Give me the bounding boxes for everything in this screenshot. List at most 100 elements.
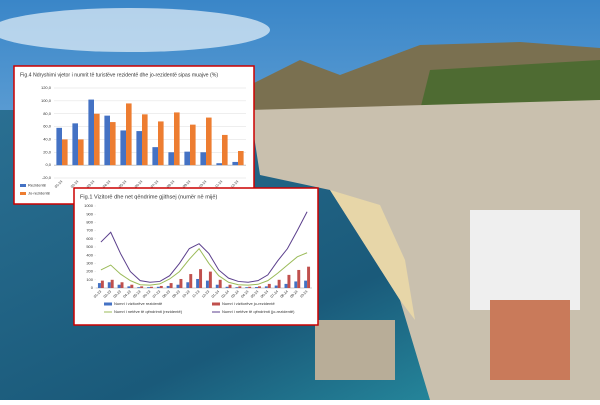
chart-title: Fig.1 Vizitorë dhe net qëndrime gjithsej…	[80, 194, 217, 200]
y-tick-label: 200	[86, 269, 93, 274]
bar	[94, 113, 100, 166]
bar	[274, 285, 278, 288]
x-tick-label: 09-24	[289, 290, 298, 299]
bar	[228, 284, 232, 288]
building	[470, 210, 580, 310]
y-tick-label: 400	[86, 252, 93, 257]
legend-swatch	[212, 302, 220, 306]
x-tick-label: 01-24	[54, 180, 63, 189]
bar	[159, 285, 163, 288]
bar	[152, 147, 158, 166]
bar	[120, 130, 126, 166]
bar	[186, 282, 190, 288]
bar	[258, 286, 261, 288]
bar	[216, 163, 222, 166]
bar	[304, 280, 308, 288]
bar	[168, 152, 174, 166]
y-tick-label: 700	[86, 228, 93, 233]
x-tick-label: 02-24	[70, 180, 79, 189]
x-tick-label: 11-24	[214, 180, 223, 189]
bar	[264, 286, 268, 288]
bar	[238, 286, 242, 288]
bar	[174, 112, 180, 166]
y-tick-label: 600	[86, 236, 93, 241]
x-tick-label: 02-24	[221, 290, 230, 299]
bar	[190, 124, 196, 166]
y-tick-label: 80,0	[43, 111, 52, 116]
bar	[72, 123, 78, 166]
bar	[294, 281, 298, 288]
bar	[150, 286, 153, 288]
x-tick-label: 07-24	[270, 290, 279, 299]
bar	[255, 287, 258, 288]
building	[490, 300, 570, 380]
y-tick-label: 40,0	[43, 136, 52, 141]
bar	[156, 286, 160, 288]
x-tick-label: 01-23	[93, 290, 102, 299]
line	[100, 211, 308, 283]
x-tick-label: 04-24	[102, 180, 111, 189]
x-tick-label: 09-24	[182, 180, 191, 189]
bar	[117, 284, 121, 288]
x-tick-label: 03-23	[113, 290, 122, 299]
x-tick-label: 06-24	[260, 290, 269, 299]
bar	[56, 127, 62, 166]
legend-swatch	[20, 184, 26, 187]
legend-label: Numri i vizitorëve jo-rezidentë	[222, 301, 275, 306]
x-tick-label: 05-24	[118, 180, 127, 189]
bar	[147, 287, 150, 288]
bar	[136, 131, 142, 166]
bar	[107, 282, 111, 288]
bar	[179, 278, 183, 288]
bar	[297, 269, 301, 288]
x-tick-label: 07-24	[150, 180, 159, 189]
legend-label: Jo-rezidentë	[28, 191, 51, 196]
bar	[62, 139, 68, 166]
chart-panel: Fig.1 Vizitorë dhe net qëndrime gjithsej…	[73, 187, 319, 326]
y-tick-label: 120,0	[41, 85, 52, 90]
bar	[245, 287, 249, 288]
x-tick-label: 05-23	[132, 290, 141, 299]
bar	[222, 134, 228, 166]
bar	[205, 280, 209, 288]
y-tick-label: 0	[91, 285, 94, 290]
x-tick-label: 03-24	[86, 180, 95, 189]
bar	[137, 287, 141, 288]
legend-swatch	[104, 302, 112, 306]
y-tick-label: 800	[86, 219, 93, 224]
bar	[142, 114, 148, 166]
x-tick-label: 04-24	[240, 290, 249, 299]
chart-title: Fig.4 Ndryshimi vjetor i numrit të turis…	[20, 72, 218, 78]
x-tick-label: 06-24	[134, 180, 143, 189]
x-tick-label: 10-24	[299, 290, 308, 299]
x-tick-label: 07-23	[152, 290, 161, 299]
bar	[238, 151, 244, 166]
bar	[120, 282, 124, 288]
bar	[184, 151, 190, 166]
bar	[196, 278, 200, 288]
chart-panel: Fig.4 Ndryshimi vjetor i numrit të turis…	[13, 65, 255, 205]
x-tick-label: 10-23	[181, 290, 190, 299]
x-tick-label: 04-23	[122, 290, 131, 299]
bar	[284, 283, 288, 288]
bar	[140, 286, 144, 288]
x-tick-label: 12-24	[230, 180, 239, 189]
bar	[248, 286, 252, 288]
legend-label: Rezidentë	[28, 183, 47, 188]
bar	[215, 284, 219, 288]
x-tick-label: 09-23	[171, 290, 180, 299]
y-tick-label: 20,0	[43, 149, 52, 154]
y-tick-label: 0,0	[45, 162, 51, 167]
bar	[97, 283, 101, 288]
bar	[169, 283, 173, 288]
x-tick-label: 08-24	[279, 290, 288, 299]
bar	[277, 279, 281, 288]
legend-label: Numri i netëve të qëndrimit (jo-rezident…	[222, 309, 295, 314]
legend-swatch	[20, 192, 26, 195]
bar	[176, 284, 180, 288]
beach	[330, 190, 415, 320]
pier	[315, 320, 395, 380]
bar	[158, 121, 164, 166]
panel	[73, 187, 319, 326]
x-tick-label: 08-24	[166, 180, 175, 189]
